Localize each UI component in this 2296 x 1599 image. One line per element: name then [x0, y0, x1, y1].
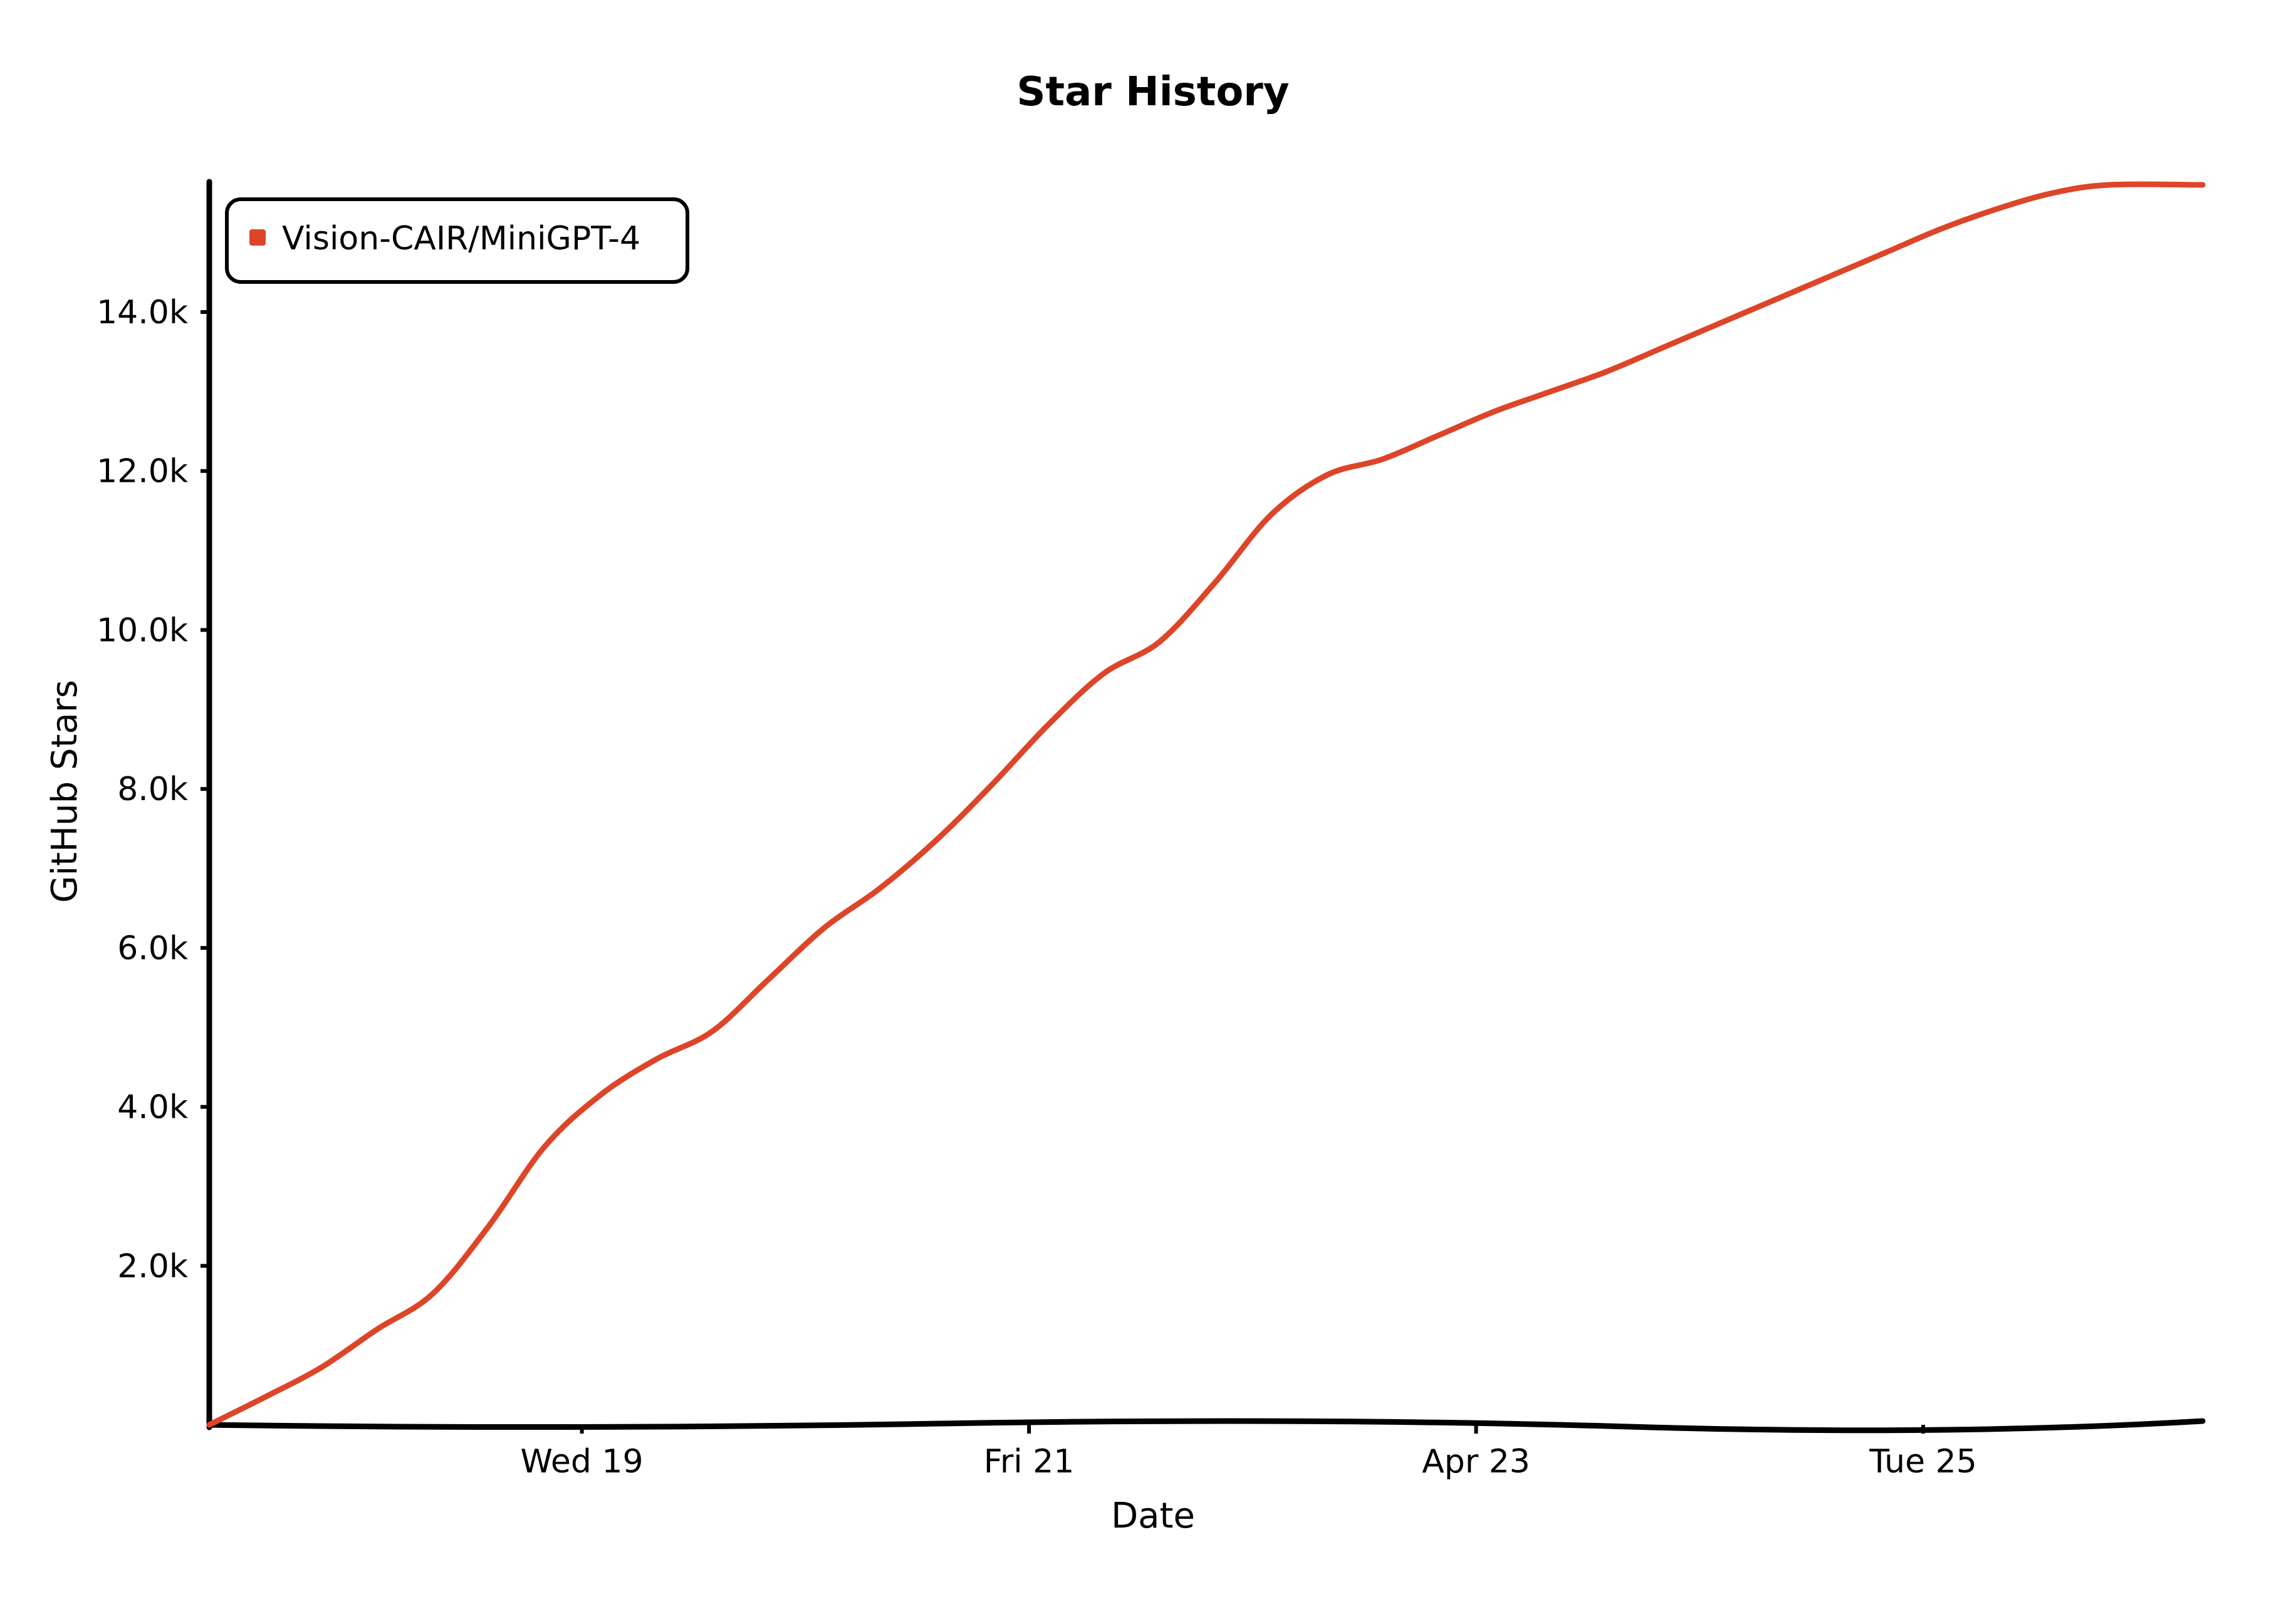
- legend-swatch: [249, 229, 266, 246]
- y-tick-label: 10.0k: [97, 612, 188, 649]
- y-tick-label: 4.0k: [117, 1089, 188, 1127]
- series-layer: [206, 181, 2206, 1428]
- legend-box: [225, 197, 689, 284]
- legend: Vision-CAIR/MiniGPT-4: [225, 197, 689, 284]
- x-axis-line: [206, 1418, 2206, 1434]
- y-tick-label: 14.0k: [97, 294, 188, 331]
- x-axis-title: Date: [1111, 1496, 1195, 1536]
- y-axis-title: GitHub Stars: [44, 680, 85, 903]
- y-tick-label: 12.0k: [97, 453, 188, 491]
- y-axis-ticks: 2.0k 4.0k 6.0k 8.0k 10.0k 12.0k 14.0k: [97, 294, 209, 1285]
- x-tick-label: Wed 19: [521, 1443, 644, 1481]
- y-tick-label: 2.0k: [117, 1247, 188, 1285]
- series-line: [206, 181, 2206, 1428]
- x-tick-label: Apr 23: [1422, 1443, 1530, 1481]
- legend-label: Vision-CAIR/MiniGPT-4: [282, 220, 640, 258]
- y-tick-label: 6.0k: [117, 930, 188, 967]
- x-axis-ticks: Wed 19 Fri 21 Apr 23 Tue 25: [521, 1425, 1977, 1481]
- x-tick-label: Tue 25: [1869, 1443, 1977, 1481]
- y-tick-label: 8.0k: [117, 771, 188, 808]
- x-tick-label: Fri 21: [984, 1443, 1075, 1481]
- chart-title: Star History: [1016, 69, 1289, 115]
- axes: [206, 179, 2206, 1434]
